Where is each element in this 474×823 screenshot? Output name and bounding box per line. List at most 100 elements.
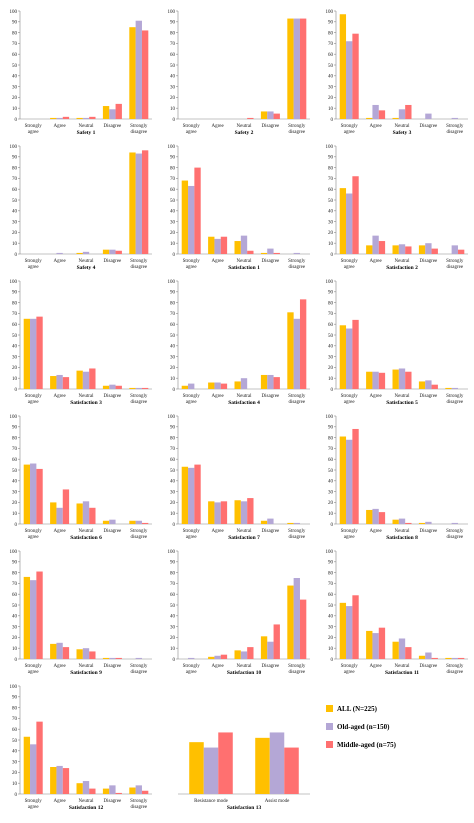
x-tick-label: Strongly — [446, 124, 464, 129]
y-tick-label: 0 — [331, 253, 334, 258]
y-tick-label: 10 — [12, 377, 18, 382]
bar-all-n-225-strongly-agree — [23, 736, 31, 794]
y-tick-label: 90 — [170, 291, 176, 296]
x-tick-label: Strongly — [288, 529, 306, 534]
bar-middle-aged-n-75-disagree — [431, 248, 438, 254]
x-tick-label: Disagree — [104, 259, 123, 264]
y-tick-label: 80 — [170, 166, 176, 171]
x-tick-label: Strongly — [341, 664, 359, 669]
bar-old-aged-n-150-strongly-disagree — [293, 18, 300, 120]
y-tick-label: 40 — [170, 75, 176, 80]
bar-old-aged-n-150-disagree — [109, 519, 116, 524]
chart-satisfaction-8: 0102030405060708090100StronglyagreeAgree… — [326, 415, 468, 541]
chart-satisfaction-11: 0102030405060708090100StronglyagreeAgree… — [326, 550, 468, 676]
y-tick-label: 100 — [10, 415, 18, 420]
x-tick-label: disagree — [288, 670, 305, 675]
bar-all-n-225-disagree — [260, 520, 268, 524]
x-tick-label: Strongly — [183, 664, 201, 669]
x-tick-label: Strongly — [446, 394, 464, 399]
bar-middle-aged-n-75-strongly-disagree — [457, 249, 465, 254]
y-tick-label: 80 — [12, 436, 18, 441]
y-tick-label: 70 — [12, 447, 18, 452]
bar-all-n-225-strongly-agree — [339, 188, 347, 254]
x-tick-label: Strongly — [446, 259, 464, 264]
bar-old-aged-n-150-agree — [56, 765, 63, 794]
bar-old-aged-n-150-agree — [372, 508, 379, 524]
bar-old-aged-n-150-disagree — [425, 380, 432, 389]
bar-all-n-225-agree — [50, 376, 57, 389]
x-tick-label: agree — [186, 535, 198, 540]
y-tick-label: 10 — [170, 242, 176, 247]
y-tick-label: 70 — [170, 312, 176, 317]
x-tick-label: Assist mode — [265, 799, 290, 804]
x-tick-label: Disagree — [420, 259, 439, 264]
legend-label-all: ALL (N=225) — [337, 704, 377, 713]
chart-safety-2: 0102030405060708090100StronglyagreeAgree… — [168, 10, 310, 136]
y-tick-label: 40 — [12, 480, 18, 485]
x-tick-label: Agree — [53, 124, 66, 129]
y-tick-label: 10 — [12, 242, 18, 247]
bar-old-aged-n-150-strongly-agree — [30, 580, 37, 659]
bar-old-aged-n-150-neutral — [82, 501, 90, 524]
x-tick-label: disagree — [288, 265, 305, 270]
y-tick-label: 40 — [170, 480, 176, 485]
bar-old-aged-n-150-neutral — [398, 109, 406, 119]
y-tick-label: 10 — [328, 242, 334, 247]
y-tick-label: 60 — [170, 593, 176, 598]
bar-old-aged-n-150-strongly-disagree — [135, 657, 142, 659]
x-tick-label: agree — [186, 670, 198, 675]
x-tick-label: Disagree — [104, 799, 123, 804]
bar-all-n-225-neutral — [76, 649, 83, 659]
bar-old-aged-n-150-strongly-disagree — [293, 318, 300, 389]
bar-old-aged-n-150-strongly-agree — [188, 467, 195, 524]
y-tick-label: 100 — [168, 10, 176, 15]
bar-middle-aged-n-75-neutral — [405, 647, 412, 659]
bar-middle-aged-n-75-disagree — [115, 385, 122, 389]
bar-all-n-225-neutral — [234, 381, 241, 389]
y-tick-label: 100 — [326, 415, 334, 420]
y-tick-label: 100 — [168, 145, 176, 150]
x-tick-label: agree — [186, 265, 198, 270]
bar-old-aged-n-150-disagree — [425, 652, 432, 659]
bar-middle-aged-n-75-disagree — [115, 250, 122, 254]
y-tick-label: 80 — [170, 301, 176, 306]
y-tick-label: 20 — [12, 771, 18, 776]
x-tick-label: Disagree — [262, 529, 281, 534]
bar-middle-aged-n-75-agree — [62, 768, 70, 794]
y-tick-label: 60 — [12, 458, 18, 463]
y-tick-label: 50 — [12, 469, 18, 474]
bar-old-aged-n-150-assist-mode — [269, 732, 285, 794]
y-tick-label: 100 — [168, 280, 176, 285]
bar-old-aged-n-150-strongly-disagree — [135, 785, 142, 794]
bar-middle-aged-n-75-neutral — [89, 651, 96, 659]
x-tick-label: Neutral — [79, 799, 95, 804]
bar-all-n-225-strongly-agree — [181, 466, 189, 524]
y-tick-label: 20 — [328, 636, 334, 641]
chart-title: Safety 2 — [235, 130, 254, 136]
legend-label-old-aged: Old-aged (n=150) — [337, 722, 390, 731]
x-tick-label: Strongly — [130, 529, 148, 534]
y-tick-label: 30 — [12, 760, 18, 765]
bar-old-aged-n-150-neutral — [240, 501, 248, 524]
y-tick-label: 50 — [170, 469, 176, 474]
x-tick-label: Agree — [211, 124, 224, 129]
x-tick-label: Disagree — [262, 394, 281, 399]
bar-all-n-225-agree — [50, 502, 57, 524]
y-tick-label: 30 — [170, 490, 176, 495]
bar-all-n-225-agree — [366, 245, 373, 254]
y-tick-label: 70 — [12, 582, 18, 587]
bar-all-n-225-agree — [366, 630, 373, 659]
bar-old-aged-n-150-disagree — [425, 113, 432, 119]
bar-old-aged-n-150-strongly-agree — [346, 328, 353, 389]
y-tick-label: 90 — [170, 561, 176, 566]
y-tick-label: 30 — [170, 355, 176, 360]
bar-old-aged-n-150-strongly-disagree — [293, 578, 300, 659]
chart-title: Satisfaction 3 — [70, 400, 102, 406]
bar-old-aged-n-150-strongly-disagree — [135, 20, 142, 119]
bar-old-aged-n-150-agree — [372, 371, 379, 389]
bar-middle-aged-n-75-strongly-agree — [36, 571, 43, 659]
x-tick-label: Disagree — [420, 394, 439, 399]
x-tick-label: Strongly — [446, 664, 464, 669]
bar-old-aged-n-150-disagree — [425, 243, 432, 254]
